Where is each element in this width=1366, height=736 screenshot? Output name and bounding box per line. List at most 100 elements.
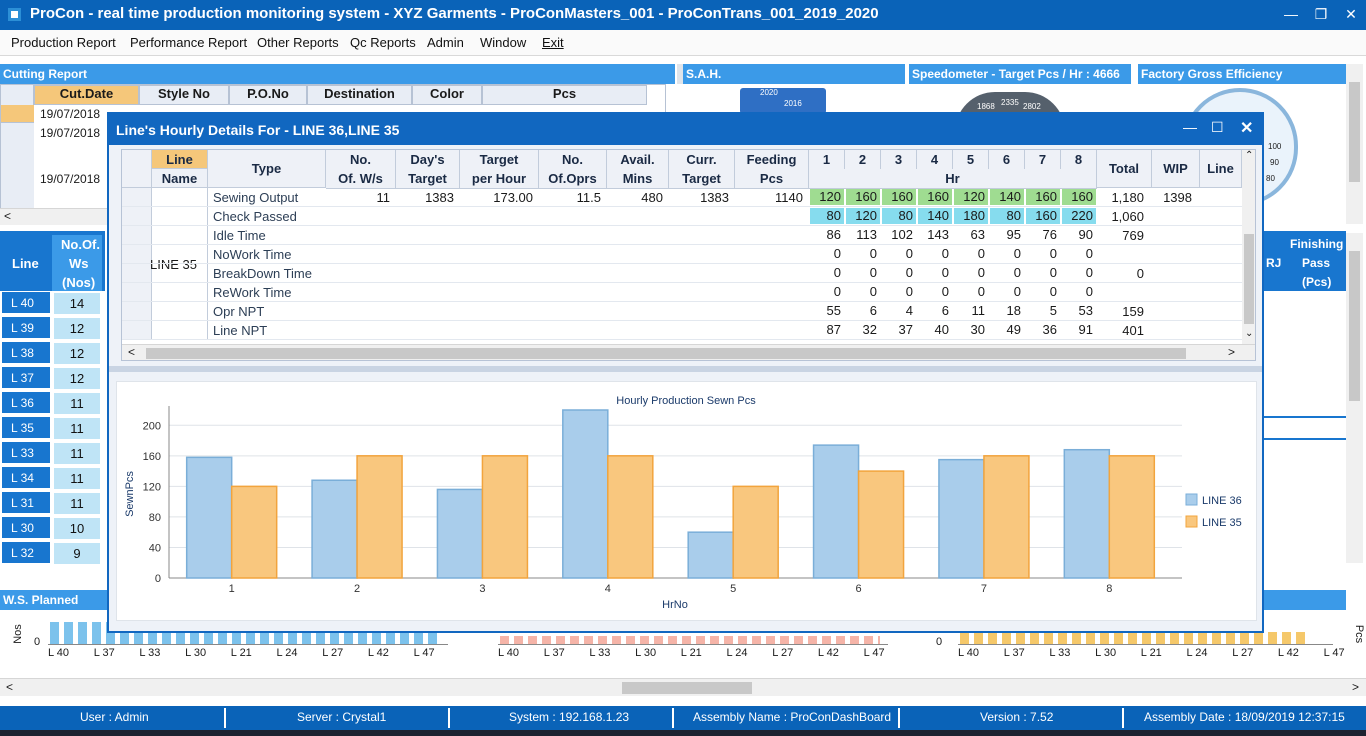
scroll-up-icon[interactable]: ⌃ [1245,150,1254,161]
grid-row[interactable]: ReWork Time 0 0 0 0 0 0 0 0 [122,283,1242,302]
cutting-col-style[interactable]: Style No [139,85,229,105]
col-hr-group: Hr [809,169,1097,189]
menu-admin[interactable]: Admin [427,35,464,50]
scroll-thumb[interactable] [146,348,1186,359]
restore-icon[interactable]: ❐ [1314,6,1328,22]
col-total[interactable]: Total [1097,150,1152,188]
cutting-col-cutdate[interactable]: Cut.Date [34,85,139,105]
line-row-label[interactable]: L 34 [2,467,50,490]
col-hour[interactable]: 2 [845,150,881,170]
col-mins[interactable]: Mins [607,169,669,189]
grid-row[interactable]: BreakDown Time 0 0 0 0 0 0 0 0 0 [122,264,1242,283]
col-no[interactable]: No. [326,150,396,170]
ws-axis-label: L 24 [276,647,298,659]
scroll-right-icon[interactable]: > [1228,345,1236,359]
col-hour[interactable]: 6 [989,150,1025,170]
menu-exit[interactable]: Exit [542,35,564,50]
scroll-left-icon[interactable]: < [128,345,136,359]
hour-value: 0 [1049,246,1057,261]
close-icon[interactable]: ✕ [1345,6,1357,22]
line-row-label[interactable]: L 33 [2,442,50,465]
line-row-label[interactable]: L 40 [2,292,50,315]
row-total: 401 [1122,323,1144,338]
line-row-label[interactable]: L 32 [2,542,50,565]
line-row-label[interactable]: L 37 [2,367,50,390]
chart-xtick-label: 4 [605,583,611,595]
status-separator [898,708,900,728]
hour-value: 120 [810,189,844,205]
line-row-label[interactable]: L 39 [2,317,50,340]
menu-other-reports[interactable]: Other Reports [257,35,339,50]
row-wip [1152,227,1198,244]
right-vscroll[interactable] [1346,64,1363,224]
menu-performance-report[interactable]: Performance Report [130,35,248,50]
menu-production-report[interactable]: Production Report [11,35,116,50]
row-selector[interactable] [1,105,34,123]
col-curr[interactable]: Curr. [669,150,735,170]
menu-qc-reports[interactable]: Qc Reports [350,35,416,50]
col-hour[interactable]: 7 [1025,150,1061,170]
main-hscroll[interactable]: < > [0,678,1366,696]
line-row-ws: 11 [54,493,100,514]
row-wip [1152,322,1198,339]
scroll-thumb[interactable] [1244,234,1254,324]
status-version: Version : 7.52 [980,710,1054,724]
grid-row[interactable]: NoWork Time 0 0 0 0 0 0 0 0 [122,245,1242,264]
col-hour[interactable]: 3 [881,150,917,170]
col-line-trunc[interactable]: Line [1200,150,1242,188]
col-target[interactable]: Target [460,150,539,170]
col-days-target[interactable]: Target [396,169,460,189]
cutting-col-po[interactable]: P.O.No [229,85,307,105]
col-wip[interactable]: WIP [1152,150,1200,188]
row-wip [1152,265,1198,282]
scroll-down-icon[interactable]: ⌄ [1245,328,1254,339]
line-row-label[interactable]: L 36 [2,392,50,415]
col-line[interactable]: Line [152,150,208,169]
ws-axis-label: L 24 [726,647,748,659]
line-row-label[interactable]: L 31 [2,492,50,515]
scroll-right-icon[interactable]: > [1352,680,1360,694]
row-oprs [539,246,607,263]
col-feeding-pcs[interactable]: Pcs [735,169,809,189]
col-of-ws[interactable]: Of. W/s [326,169,396,189]
cutting-col-pcs[interactable]: Pcs [482,85,647,105]
menu-window[interactable]: Window [480,35,527,50]
line-row-label[interactable]: L 38 [2,342,50,365]
col-hour[interactable]: 4 [917,150,953,170]
col-feeding[interactable]: Feeding [735,150,809,170]
grid-row[interactable]: Sewing Output 11 1383 173.00 11.5 480 1383 1140… [122,188,1242,207]
scroll-left-icon[interactable]: < [6,680,14,694]
line-row-label[interactable]: L 35 [2,417,50,440]
col-hour[interactable]: 5 [953,150,989,170]
col-days[interactable]: Day's [396,150,460,170]
col-of-oprs[interactable]: Of.Oprs [539,169,607,189]
right-vscroll-2[interactable] [1346,233,1363,563]
minimize-icon[interactable]: — [1284,6,1298,22]
col-avail[interactable]: Avail. [607,150,669,170]
modal-maximize-icon[interactable]: ☐ [1211,119,1224,135]
col-per-hour[interactable]: per Hour [460,169,539,189]
grid-row[interactable]: Opr NPT 55 6 4 6 11 18 5 53 159 [122,302,1242,321]
line-row-label[interactable]: L 30 [2,517,50,540]
scroll-thumb[interactable] [1349,82,1360,182]
col-name[interactable]: Name [152,169,208,188]
cutting-col-destination[interactable]: Destination [307,85,412,105]
chart-ytick-label: 0 [155,573,161,585]
modal-close-icon[interactable]: ✕ [1240,120,1254,137]
grid-hscroll[interactable]: < > [122,344,1255,360]
col-type[interactable]: Type [208,150,326,188]
modal-minimize-icon[interactable]: — [1183,119,1197,135]
scroll-thumb[interactable] [622,682,752,694]
col-no-oprs[interactable]: No. [539,150,607,170]
grid-vscroll[interactable]: ⌃ ⌄ [1242,150,1255,344]
scroll-thumb[interactable] [1349,251,1360,401]
grid-row[interactable]: Line NPT 87 32 37 40 30 49 36 91 401 [122,321,1242,340]
col-hour[interactable]: 8 [1061,150,1097,170]
cutting-col-color[interactable]: Color [412,85,482,105]
col-curr-target[interactable]: Target [669,169,735,189]
grid-row[interactable]: Check Passed 80 120 80 140 180 80 160 220 1,060 [122,207,1242,226]
col-hour[interactable]: 1 [809,150,845,170]
splitter[interactable] [109,366,1262,372]
grid-row[interactable]: Idle Time 86 113 102 143 63 95 76 90 769 [122,226,1242,245]
splitter[interactable] [677,64,683,84]
